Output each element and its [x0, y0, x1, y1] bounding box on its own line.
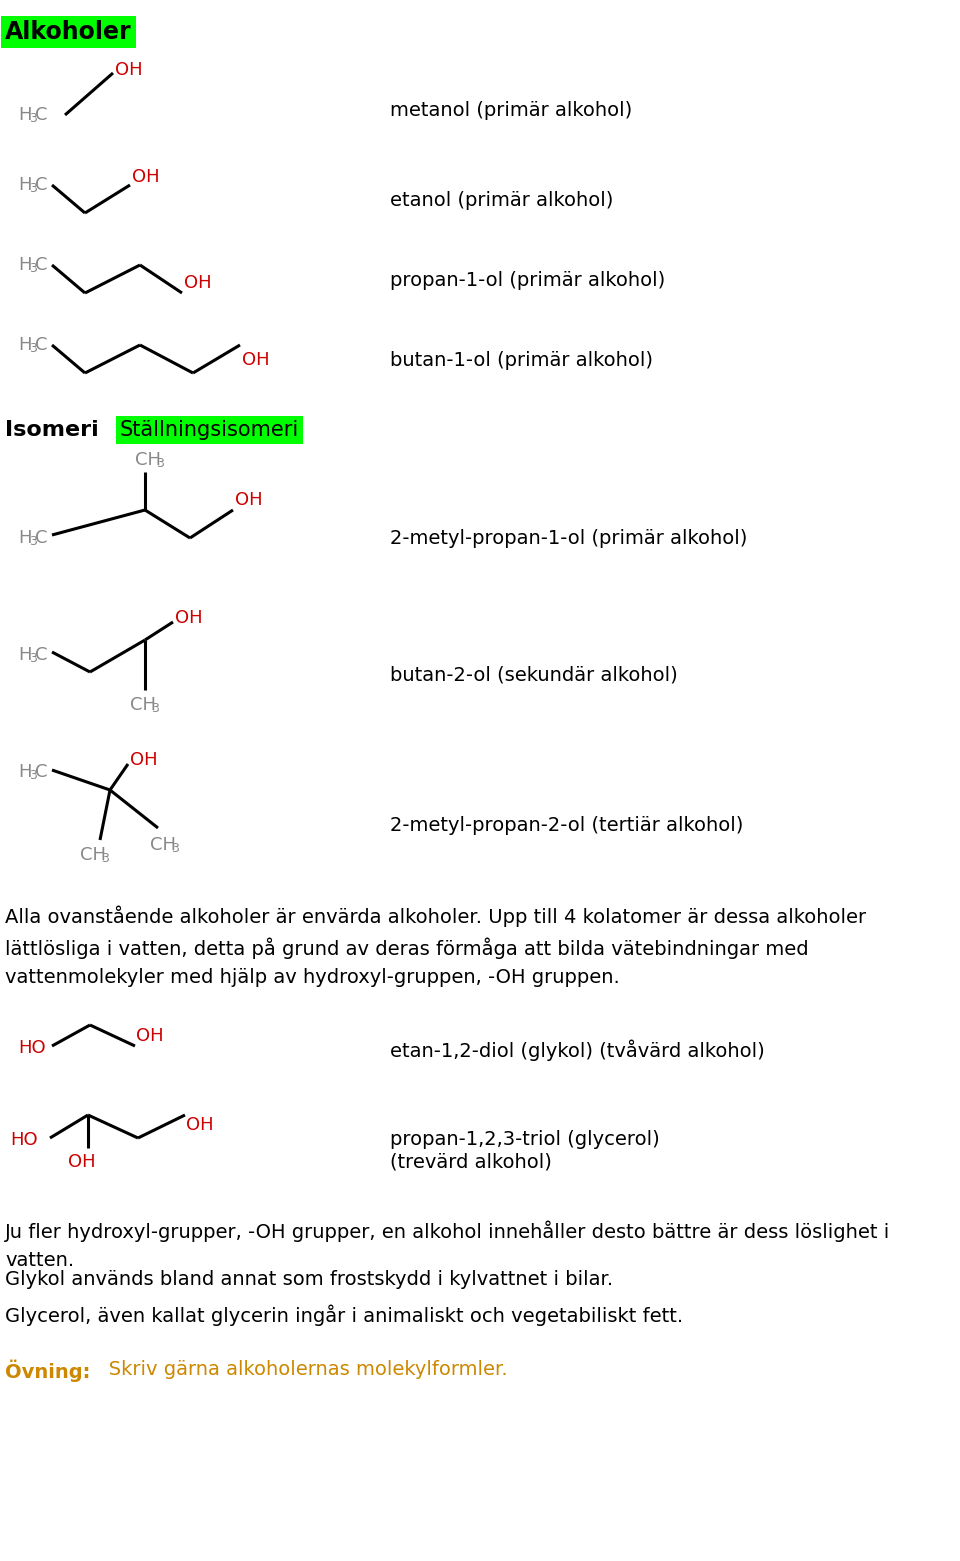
- Text: H: H: [18, 176, 32, 194]
- Text: C: C: [35, 176, 47, 194]
- Text: C: C: [35, 106, 47, 123]
- Text: HO: HO: [10, 1132, 37, 1149]
- Text: H: H: [18, 646, 32, 663]
- Text: 3: 3: [151, 702, 158, 715]
- Text: metanol (primär alkohol): metanol (primär alkohol): [390, 100, 633, 120]
- Text: 3: 3: [156, 457, 164, 470]
- Text: Isomeri: Isomeri: [5, 420, 99, 440]
- Text: 3: 3: [29, 342, 36, 354]
- Text: butan-2-ol (sekundär alkohol): butan-2-ol (sekundär alkohol): [390, 665, 678, 685]
- Text: H: H: [18, 336, 32, 354]
- Text: OH: OH: [132, 169, 159, 186]
- Text: Glykol används bland annat som frostskydd i kylvattnet i bilar.: Glykol används bland annat som frostskyd…: [5, 1271, 613, 1289]
- Text: 3: 3: [29, 535, 36, 548]
- Text: H: H: [18, 256, 32, 275]
- Text: C: C: [35, 529, 47, 546]
- Text: OH: OH: [130, 751, 157, 770]
- Text: OH: OH: [115, 61, 143, 80]
- Text: Ju fler hydroxyl-grupper, -OH grupper, en alkohol innehåller desto bättre är des: Ju fler hydroxyl-grupper, -OH grupper, e…: [5, 1221, 890, 1269]
- Text: Skriv gärna alkoholernas molekylformler.: Skriv gärna alkoholernas molekylformler.: [90, 1360, 508, 1378]
- Text: 3: 3: [29, 770, 36, 782]
- Text: propan-1-ol (primär alkohol): propan-1-ol (primär alkohol): [390, 270, 665, 289]
- Text: Glycerol, även kallat glycerin ingår i animaliskt och vegetabiliskt fett.: Glycerol, även kallat glycerin ingår i a…: [5, 1305, 684, 1327]
- Text: 3: 3: [29, 652, 36, 665]
- Text: 2-metyl-propan-1-ol (primär alkohol): 2-metyl-propan-1-ol (primär alkohol): [390, 529, 748, 548]
- Text: butan-1-ol (primär alkohol): butan-1-ol (primär alkohol): [390, 351, 653, 370]
- Text: etan-1,2-diol (glykol) (tvåvärd alkohol): etan-1,2-diol (glykol) (tvåvärd alkohol): [390, 1040, 765, 1061]
- Text: 2-metyl-propan-2-ol (tertiär alkohol): 2-metyl-propan-2-ol (tertiär alkohol): [390, 815, 743, 835]
- Text: Alkoholer: Alkoholer: [5, 20, 132, 44]
- Text: H: H: [18, 529, 32, 546]
- Text: C: C: [35, 646, 47, 663]
- Text: Ställningsisomeri: Ställningsisomeri: [120, 420, 300, 440]
- Text: OH: OH: [136, 1027, 163, 1044]
- Text: C: C: [35, 763, 47, 780]
- Text: propan-1,2,3-triol (glycerol)
(trevärd alkohol): propan-1,2,3-triol (glycerol) (trevärd a…: [390, 1130, 660, 1171]
- Text: CH: CH: [130, 696, 156, 713]
- Text: CH: CH: [135, 451, 161, 468]
- Text: C: C: [35, 256, 47, 275]
- Text: 3: 3: [101, 852, 108, 865]
- Text: C: C: [35, 336, 47, 354]
- Text: H: H: [18, 106, 32, 123]
- Text: Alla ovanstående alkoholer är envärda alkoholer. Upp till 4 kolatomer är dessa a: Alla ovanstående alkoholer är envärda al…: [5, 905, 866, 987]
- Text: OH: OH: [235, 492, 263, 509]
- Text: 3: 3: [29, 262, 36, 275]
- Text: 3: 3: [29, 183, 36, 195]
- Text: 3: 3: [29, 112, 36, 125]
- Text: Övning:: Övning:: [5, 1360, 90, 1383]
- Text: 3: 3: [171, 841, 179, 855]
- Text: OH: OH: [68, 1154, 96, 1171]
- Text: OH: OH: [175, 609, 203, 628]
- Text: OH: OH: [184, 275, 211, 292]
- Text: H: H: [18, 763, 32, 780]
- Text: OH: OH: [242, 351, 270, 368]
- Text: CH: CH: [80, 846, 106, 863]
- Text: etanol (primär alkohol): etanol (primär alkohol): [390, 190, 613, 209]
- Text: CH: CH: [150, 837, 176, 854]
- Text: HO: HO: [18, 1040, 46, 1057]
- Text: OH: OH: [186, 1116, 214, 1133]
